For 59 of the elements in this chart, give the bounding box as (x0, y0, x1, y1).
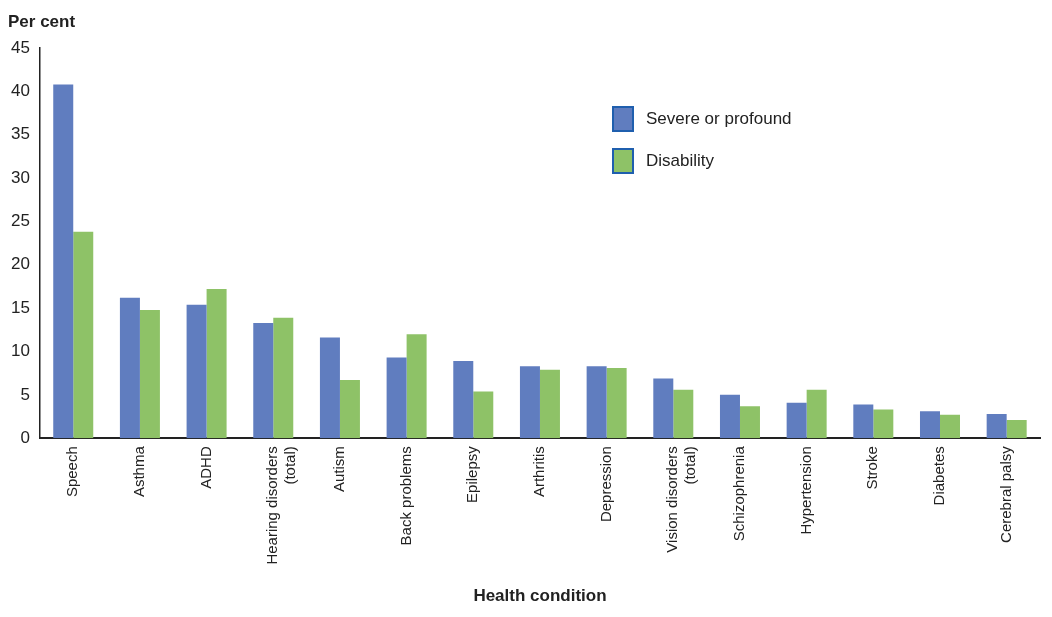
y-tick-label: 40 (10, 81, 30, 101)
bar (473, 391, 494, 439)
x-tick-label: Hearing disorders (total) (263, 446, 299, 565)
x-tick-label: Stroke (863, 446, 881, 490)
x-tick-label: Hypertension (796, 446, 814, 535)
y-tick-label: 0 (20, 427, 30, 447)
x-tick-label: Diabetes (930, 446, 948, 506)
bar (186, 304, 207, 439)
y-tick-label: 45 (10, 37, 30, 57)
bar (253, 322, 274, 439)
x-tick-label: Epilepsy (463, 445, 481, 503)
y-tick-label: 35 (10, 124, 30, 144)
legend-label: Severe or profound (646, 109, 792, 129)
bar (139, 309, 160, 439)
x-tick-label: Speech (63, 446, 81, 498)
y-tick-label: 25 (10, 211, 30, 231)
bar (406, 334, 427, 439)
y-axis-title: Per cent (8, 12, 76, 32)
x-tick-label: ADHD (196, 446, 214, 489)
bar (806, 389, 827, 439)
y-tick-label: 15 (10, 297, 30, 317)
x-tick-label: Arthritis (530, 446, 548, 498)
bar (986, 413, 1007, 439)
x-tick-label: Vision disorders (total) (663, 446, 699, 553)
bar (539, 369, 560, 439)
y-tick-label: 20 (10, 254, 30, 274)
bar (319, 337, 340, 439)
bar (586, 366, 607, 439)
bar (73, 231, 94, 439)
x-tick-label: Asthma (130, 445, 148, 498)
bar (1006, 420, 1027, 439)
y-tick-label: 30 (10, 167, 30, 187)
x-tick-label: Autism (330, 446, 348, 493)
bar (739, 406, 760, 439)
bar (853, 404, 874, 439)
bar (273, 317, 294, 439)
bar (519, 366, 540, 439)
x-tick-label: Depression (596, 446, 614, 523)
x-axis-title: Health condition (473, 586, 607, 606)
x-tick-label: Cerebral palsy (996, 445, 1014, 543)
y-tick-label: 5 (20, 384, 30, 404)
bar (719, 394, 740, 439)
x-tick-label: Schizophrenia (730, 445, 748, 542)
x-tick-label: Back problems (396, 446, 414, 546)
bar (673, 389, 694, 439)
bar (919, 411, 940, 439)
legend-label: Disability (646, 151, 715, 171)
bar (453, 361, 474, 439)
bar (786, 402, 807, 439)
bar (386, 357, 407, 439)
bar (53, 84, 74, 439)
bar (873, 409, 894, 439)
bar (939, 414, 960, 439)
y-tick-label: 10 (10, 341, 30, 361)
bar (653, 378, 674, 439)
bar (119, 297, 140, 439)
bar (206, 289, 227, 439)
bar (606, 367, 627, 439)
bar (339, 380, 360, 439)
